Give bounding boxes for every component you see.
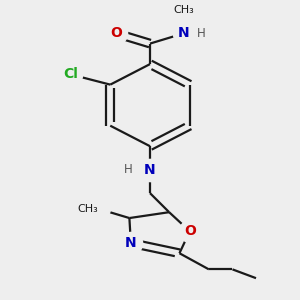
Text: Cl: Cl [63, 68, 78, 81]
Text: H: H [196, 27, 205, 40]
Text: N: N [178, 26, 190, 40]
Text: O: O [110, 26, 122, 40]
Text: N: N [144, 163, 156, 177]
Text: O: O [184, 224, 196, 238]
Text: N: N [125, 236, 137, 250]
Text: CH₃: CH₃ [173, 5, 194, 15]
Text: CH₃: CH₃ [78, 204, 98, 214]
Text: H: H [124, 163, 132, 176]
